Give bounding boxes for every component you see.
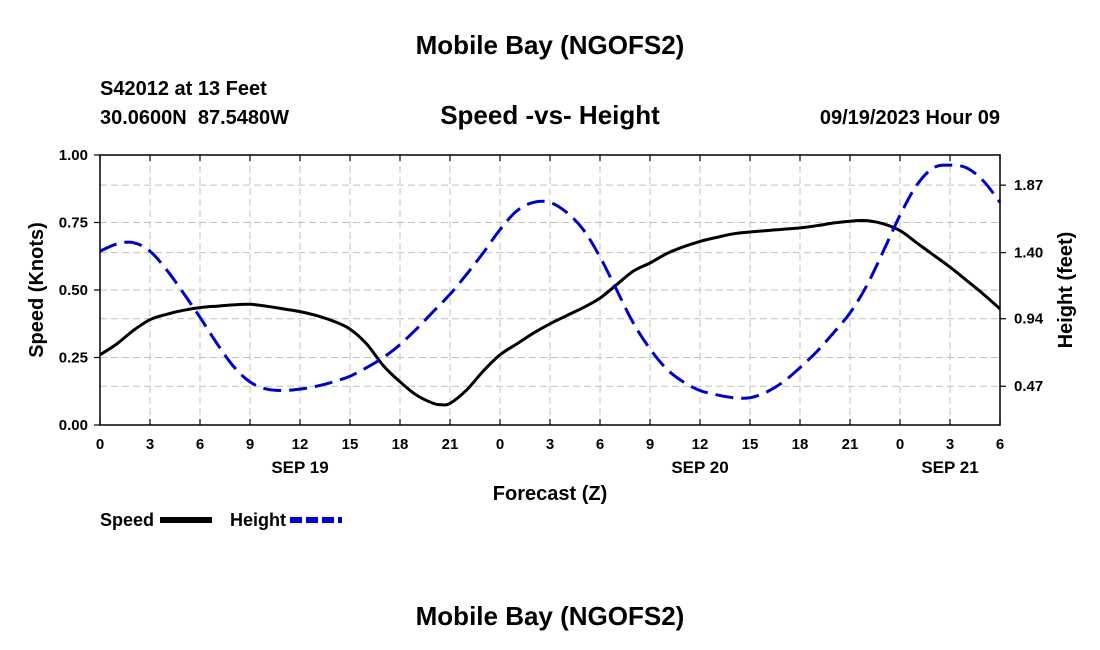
- x-tick-label: 3: [546, 436, 554, 453]
- x-date-label: SEP 19: [271, 458, 328, 477]
- page-title: Mobile Bay (NGOFS2): [416, 30, 685, 60]
- x-tick-label: 3: [146, 436, 154, 453]
- y2-tick-label: 0.94: [1014, 311, 1044, 328]
- y-tick-label: 0.00: [59, 417, 88, 434]
- x-tick-label: 0: [896, 436, 904, 453]
- x-tick-label: 12: [692, 436, 709, 453]
- x-tick-label: 9: [646, 436, 654, 453]
- y-tick-label: 1.00: [59, 147, 88, 164]
- x-axis-label: Forecast (Z): [493, 483, 607, 505]
- footer-title: Mobile Bay (NGOFS2): [416, 601, 685, 631]
- legend-height-label: Height: [230, 510, 286, 530]
- series-height-line: [99, 163, 1002, 400]
- series-layer: [99, 163, 1002, 407]
- station-coords: 30.0600N 87.5480W: [100, 107, 289, 129]
- y-axis-label: Speed (Knots): [26, 222, 48, 358]
- grid: [100, 155, 1000, 425]
- y2-tick-label: 0.47: [1014, 378, 1043, 395]
- x-tick-label: 18: [392, 436, 409, 453]
- timestamp: 09/19/2023 Hour 09: [820, 107, 1000, 129]
- station-name: S42012 at 13 Feet: [100, 78, 267, 100]
- y-tick-label: 0.50: [59, 282, 88, 299]
- x-tick-label: 9: [246, 436, 254, 453]
- x-tick-label: 15: [742, 436, 759, 453]
- x-tick-label: 0: [96, 436, 104, 453]
- axes: 0 3 6 9 12 15 18 21 0 3 6 9 12 15 18 21 0 3 6 0.00 0.25 0.50 0…: [59, 147, 1044, 477]
- plot-frame: [99, 154, 1001, 426]
- x-tick-label: 6: [996, 436, 1004, 453]
- y2-tick-label: 1.40: [1014, 245, 1043, 262]
- series-speed-line: [99, 218, 1001, 407]
- y2-tick-label: 1.87: [1014, 177, 1043, 194]
- chart-title: Speed -vs- Height: [440, 100, 660, 130]
- x-tick-label: 3: [946, 436, 954, 453]
- y2-axis-label: Height (feet): [1055, 232, 1077, 349]
- x-tick-label: 12: [292, 436, 309, 453]
- x-tick-label: 21: [842, 436, 859, 453]
- x-tick-label: 6: [196, 436, 204, 453]
- x-tick-label: 15: [342, 436, 359, 453]
- legend: Speed Height: [100, 510, 342, 530]
- legend-speed-label: Speed: [100, 510, 154, 530]
- x-tick-label: 0: [496, 436, 504, 453]
- x-tick-label: 18: [792, 436, 809, 453]
- x-tick-label: 6: [596, 436, 604, 453]
- x-tick-label: 21: [442, 436, 459, 453]
- x-date-label: SEP 20: [671, 458, 728, 477]
- y-tick-label: 0.75: [59, 215, 88, 232]
- y-tick-label: 0.25: [59, 350, 88, 367]
- x-date-label: SEP 21: [921, 458, 978, 477]
